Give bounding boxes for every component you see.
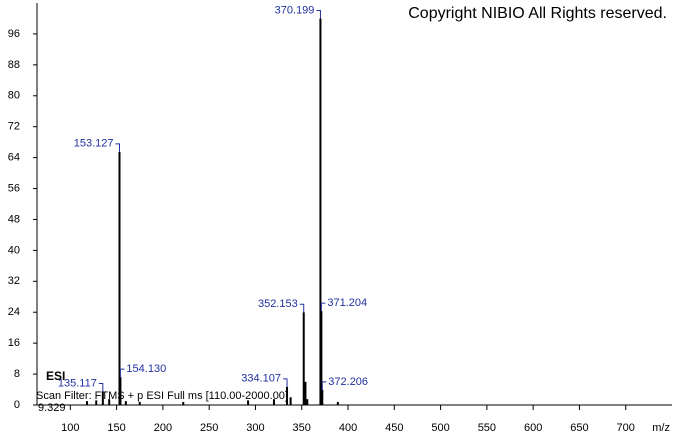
annotation: ESI (46, 369, 65, 383)
peak-label: 154.130 (126, 363, 166, 375)
y-tick-label: 48 (8, 213, 20, 225)
x-tick-label: 600 (524, 422, 542, 434)
y-tick-label: 0 (14, 399, 20, 411)
y-tick-label: 96 (8, 28, 20, 40)
x-tick-label: 450 (385, 422, 403, 434)
x-tick-label: 650 (570, 422, 588, 434)
peak-label: 372.206 (328, 376, 368, 388)
label-bracket (119, 368, 125, 378)
x-tick-label: 250 (200, 422, 218, 434)
label-bracket (115, 143, 121, 152)
label-bracket (320, 302, 326, 312)
x-axis-label: m/z (652, 422, 670, 434)
y-tick-label: 88 (8, 59, 20, 71)
label-bracket (321, 381, 327, 390)
x-tick-label: 350 (293, 422, 311, 434)
copyright: Copyright NIBIO All Rights reserved. (408, 5, 667, 22)
label-bracket (98, 382, 104, 392)
x-tick-label: 700 (617, 422, 635, 434)
label-bracket (316, 9, 321, 19)
y-tick-label: 8 (14, 368, 20, 380)
peak-label: 334.107 (241, 373, 281, 385)
peak-label: 371.204 (327, 297, 367, 309)
label-bracket (299, 303, 305, 313)
x-tick-label: 150 (107, 422, 125, 434)
y-tick-label: 40 (8, 244, 20, 256)
peak-label: 352.153 (258, 298, 298, 310)
y-tick-label: 16 (8, 337, 20, 349)
y-tick-label: 24 (8, 306, 20, 318)
retention-time: 9.329 (38, 402, 66, 414)
x-tick-label: 500 (431, 422, 449, 434)
y-tick-label: 80 (8, 90, 20, 102)
peak-label: 135.117 (58, 377, 97, 389)
peak-label: 153.127 (74, 138, 114, 150)
x-tick-label: 100 (61, 422, 79, 434)
scan-filter: Scan Filter: FTMS + p ESI Full ms [110.0… (36, 390, 288, 402)
x-tick-label: 400 (339, 422, 357, 434)
peak-label: 370.199 (275, 4, 315, 16)
y-tick-label: 32 (8, 275, 20, 287)
y-tick-label: 56 (8, 182, 20, 194)
label-bracket (283, 378, 288, 387)
x-tick-label: 200 (154, 422, 172, 434)
y-tick-label: 72 (8, 121, 20, 133)
y-tick-label: 64 (8, 152, 20, 164)
x-tick-label: 550 (478, 422, 496, 434)
x-tick-label: 300 (246, 422, 264, 434)
